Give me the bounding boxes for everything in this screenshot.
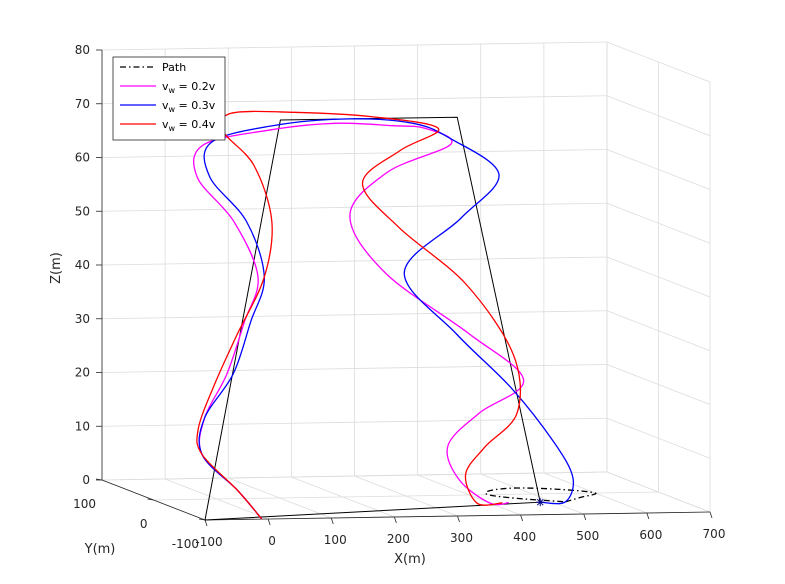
z-tick-label: 50 <box>75 204 90 218</box>
x-axis-label: X(m) <box>394 552 426 567</box>
grid-line <box>101 202 608 212</box>
grid-line <box>101 364 608 373</box>
legend-label: vw = 0.4v <box>162 118 216 133</box>
end-marker-stroke <box>536 498 544 506</box>
grid-line <box>606 310 711 352</box>
legend-label-rest: = 0.2v <box>175 80 216 93</box>
z-tick-label: 20 <box>75 366 90 380</box>
x-tick-label: 600 <box>639 528 662 542</box>
y-tick-label: -100 <box>172 537 199 551</box>
x-tick-mark <box>267 518 271 526</box>
grid-line <box>606 202 711 244</box>
z-tick-label: 10 <box>75 419 90 433</box>
z-axis-label: Z(m) <box>49 252 64 284</box>
grid-line <box>606 256 711 298</box>
y-tick-label: 100 <box>73 497 96 511</box>
grid-line <box>606 471 711 513</box>
series-line-v-w-0-3v <box>198 118 575 520</box>
legend-label: vw = 0.3v <box>162 99 216 114</box>
y-tick-label: 0 <box>140 517 148 531</box>
legend-label-sub: w <box>169 86 176 95</box>
series-line-frame <box>204 116 541 521</box>
z-tick-label: 30 <box>75 312 90 326</box>
z-tick-label: 70 <box>75 97 90 111</box>
x-tick-mark <box>393 516 397 524</box>
x-tick-mark <box>646 512 650 520</box>
z-tick-label: 80 <box>75 43 90 57</box>
x-tick-label: 700 <box>703 527 726 541</box>
grid-line <box>606 364 711 405</box>
grid-line <box>101 149 608 158</box>
x-tick-label: 0 <box>268 534 276 548</box>
legend-label-base: v <box>162 99 169 112</box>
grid-line <box>606 41 711 83</box>
legend-label-sub: w <box>169 124 176 133</box>
x-tick-mark <box>204 519 208 527</box>
legend-label: vw = 0.2v <box>162 80 216 95</box>
series-line-path <box>484 487 597 503</box>
x-tick-label: 100 <box>324 533 347 547</box>
grid-line <box>101 471 608 481</box>
legend-label-sub: w <box>169 105 176 114</box>
series-line-v-w-0-4v <box>196 110 522 520</box>
grid-line <box>606 417 711 459</box>
axes-layer <box>95 49 713 527</box>
x-tick-mark <box>330 517 334 525</box>
x-tick-mark <box>583 513 587 521</box>
z-tick-label: 60 <box>75 151 90 165</box>
grid-line <box>101 256 608 266</box>
legend-box <box>112 56 226 141</box>
x-tick-mark <box>457 515 460 523</box>
x-tick-label: -100 <box>195 535 222 549</box>
y-tick-mark <box>198 518 206 521</box>
x-tick-label: 400 <box>513 530 536 544</box>
grid-line <box>606 95 711 137</box>
x-tick-mark <box>709 511 713 519</box>
legend-label-rest: = 0.3v <box>175 99 216 112</box>
legend-label: Path <box>162 61 186 74</box>
grid-line <box>101 310 608 320</box>
y-tick-mark <box>147 498 154 501</box>
x-tick-label: 300 <box>450 531 473 545</box>
legend-label-base: v <box>162 118 169 131</box>
x-tick-mark <box>520 514 524 522</box>
x-tick-label: 500 <box>576 529 599 543</box>
tick-labels: -100 0 100 200 300 400 500 600 700 -100 0 100 0 10 20 3… <box>73 43 725 551</box>
series-layer <box>193 110 597 521</box>
grid-line <box>153 491 659 501</box>
legend-label-rest: = 0.4v <box>175 118 216 131</box>
z-tick-label: 40 <box>75 258 90 272</box>
grid-line <box>606 149 711 190</box>
grid-line <box>101 41 608 51</box>
series-line-v-w-0-2v <box>193 122 525 520</box>
z-tick-label: 0 <box>82 473 90 487</box>
y-axis-label: Y(m) <box>84 542 116 557</box>
legend-label-base: v <box>162 80 169 93</box>
x-tick-label: 200 <box>387 532 410 546</box>
end-marker <box>536 498 545 507</box>
